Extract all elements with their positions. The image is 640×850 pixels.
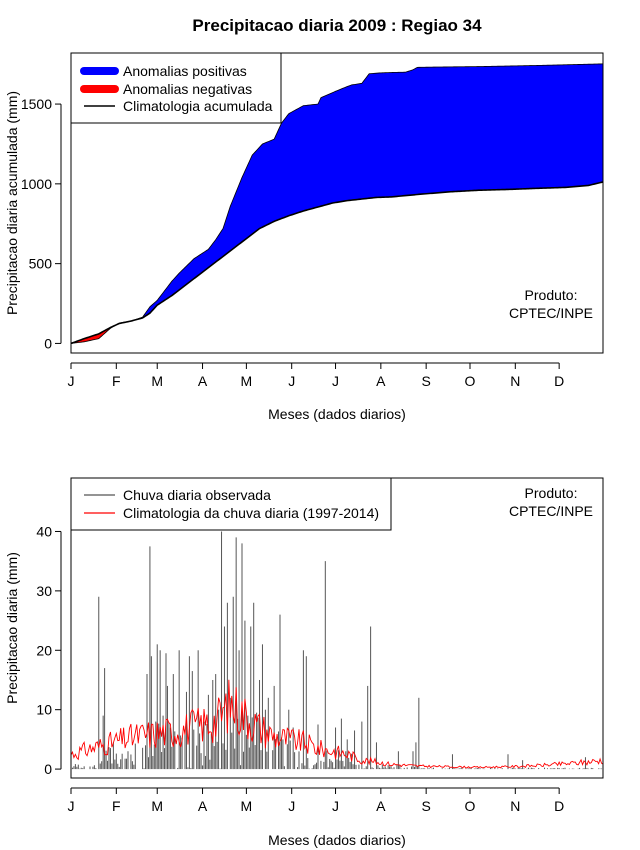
top-x-tick-label: J: [68, 373, 75, 389]
bottom-y-tick-label: 30: [36, 583, 52, 599]
top-y-tick-label: 1500: [21, 96, 52, 112]
bottom-legend: Chuva diaria observada Climatologia da c…: [70, 477, 392, 531]
chart-title: Precipitacao diaria 2009 : Regiao 34: [192, 16, 482, 35]
top-y-tick-label: 500: [29, 256, 53, 272]
bottom-annotation-line-2: CPTEC/INPE: [509, 503, 593, 519]
bottom-y-tick-label: 40: [36, 523, 52, 539]
top-x-tick-label: F: [112, 373, 121, 389]
bottom-x-tick-label: J: [332, 798, 339, 814]
bottom-panel: J F M A M J J A S O N D 0 10 20 30 40 Meses (dados diari…: [4, 477, 604, 848]
top-x-tick-label: A: [198, 373, 208, 389]
legend-label-positive: Anomalias positivas: [123, 63, 247, 79]
bottom-axes: J F M A M J J A S O N D 0 10 20 30 40: [36, 523, 564, 814]
top-annotation-line-1: Produto:: [525, 287, 578, 303]
top-x-tick-label: A: [376, 373, 386, 389]
bottom-annotation: Produto: CPTEC/INPE: [509, 485, 593, 519]
bottom-data-layer: [70, 531, 604, 770]
top-y-tick-label: 0: [44, 335, 52, 351]
bottom-y-tick-label: 20: [36, 642, 52, 658]
bottom-y-tick-label: 10: [36, 702, 52, 718]
top-x-tick-label: M: [241, 373, 253, 389]
top-xlabel: Meses (dados diarios): [268, 406, 406, 422]
bottom-ylabel: Precipitacao diaria (mm): [4, 552, 20, 704]
top-annotation: Produto: CPTEC/INPE: [509, 287, 593, 321]
top-x-tick-label: S: [421, 373, 430, 389]
top-x-tick-label: M: [151, 373, 163, 389]
legend-label-climatology: Climatologia acumulada: [123, 98, 273, 114]
bottom-x-tick-label: J: [288, 798, 295, 814]
bottom-x-tick-label: A: [376, 798, 386, 814]
bottom-x-tick-label: D: [554, 798, 564, 814]
bottom-x-tick-label: M: [241, 798, 253, 814]
top-legend: Anomalias positivas Anomalias negativas …: [70, 52, 282, 124]
bottom-xlabel: Meses (dados diarios): [268, 832, 406, 848]
legend-label-clim-daily: Climatologia da chuva diaria (1997-2014): [123, 505, 379, 521]
top-annotation-line-2: CPTEC/INPE: [509, 305, 593, 321]
bottom-legend-box: [70, 477, 392, 531]
legend-label-observed: Chuva diaria observada: [123, 487, 271, 503]
top-x-tick-label: N: [510, 373, 520, 389]
top-plot-frame: [70, 52, 604, 354]
legend-label-negative: Anomalias negativas: [123, 81, 252, 97]
top-panel: J F M A M J J A S O N D 0 500 1000 1500 Meses (dados di…: [4, 52, 604, 422]
climatology-cumulative-line: [70, 181, 604, 345]
bottom-y-tick-label: 0: [44, 761, 52, 777]
climatology-daily-line: [70, 679, 604, 769]
top-x-tick-label: D: [554, 373, 564, 389]
bottom-x-tick-label: M: [151, 798, 163, 814]
top-x-tick-label: J: [288, 373, 295, 389]
bottom-annotation-line-1: Produto:: [525, 485, 578, 501]
bottom-x-tick-label: N: [510, 798, 520, 814]
top-y-tick-label: 1000: [21, 176, 52, 192]
bottom-x-tick-label: J: [68, 798, 75, 814]
top-ylabel: Precipitacao diaria acumulada (mm): [4, 91, 20, 315]
bottom-x-tick-label: O: [465, 798, 476, 814]
bottom-x-tick-label: S: [421, 798, 430, 814]
top-axes: J F M A M J J A S O N D 0 500 1000 1500: [21, 96, 564, 389]
bottom-x-tick-label: A: [198, 798, 208, 814]
top-x-tick-label: O: [465, 373, 476, 389]
top-x-tick-label: J: [332, 373, 339, 389]
bottom-x-tick-label: F: [112, 798, 121, 814]
